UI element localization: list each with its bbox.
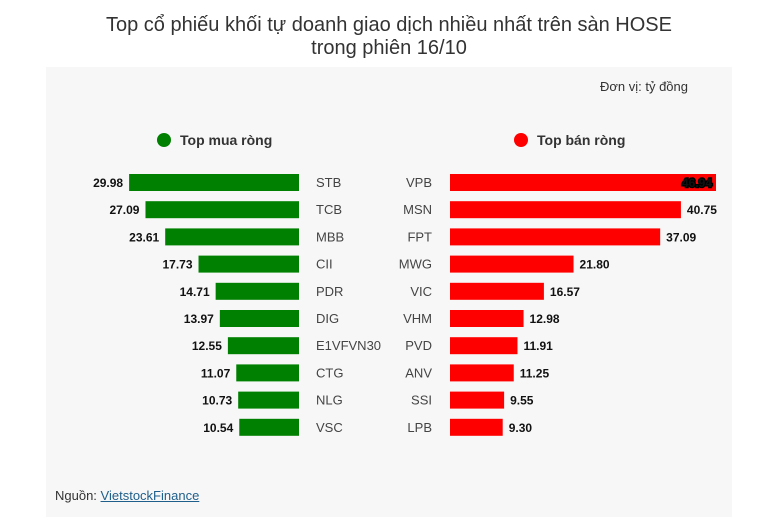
unit-label: Đơn vị: tỷ đồng (599, 79, 688, 94)
title-line-2: trong phiên 16/10 (311, 37, 467, 59)
sell-category-label: VHM (403, 311, 432, 326)
sell-bar-LPB (450, 418, 503, 436)
buy-value-label: 13.97 (184, 312, 214, 326)
sell-value-label: 46.94 (682, 176, 712, 190)
legend-sell-label: Top bán ròng (537, 132, 626, 148)
legend-sell: Top bán ròng (514, 132, 625, 148)
sell-category-label: SSI (411, 393, 432, 408)
buy-value-label: 14.71 (180, 285, 210, 299)
buy-category-label: STB (316, 175, 341, 190)
sell-value-label: 9.30 (509, 421, 533, 435)
sell-category-label: FPT (407, 229, 432, 244)
sell-bar-SSI (450, 391, 505, 409)
sell-category-label: PVD (405, 338, 432, 353)
sell-bar-MWG (450, 255, 574, 273)
buy-bar-VSC (239, 418, 299, 436)
buy-bar-CII (198, 255, 299, 273)
source-note: Nguồn: VietstockFinance (55, 488, 199, 503)
sell-bar-PVD (450, 337, 518, 355)
sell-category-label: VPB (406, 175, 432, 190)
sell-category-label: ANV (405, 365, 432, 380)
title-line-1: Top cổ phiếu khối tự doanh giao dịch nhi… (106, 14, 672, 36)
sell-value-label: 11.25 (520, 366, 550, 380)
buy-category-label: NLG (316, 393, 343, 408)
buy-category-label: MBB (316, 229, 344, 244)
buy-category-label: TCB (316, 202, 342, 217)
buy-value-label: 12.55 (192, 339, 222, 353)
chart-panel: Đơn vị: tỷ đồng Top mua ròng Top bán ròn… (46, 67, 732, 517)
sell-value-label: 37.09 (666, 230, 696, 244)
buy-value-label: 29.98 (93, 176, 123, 190)
buy-bar-TCB (145, 201, 299, 219)
sell-value-label: 9.55 (510, 394, 534, 408)
sell-bar-VPB (450, 174, 716, 191)
buy-bar-STB (129, 174, 299, 191)
sell-value-label: 12.98 (530, 312, 560, 326)
sell-value-label: 11.91 (523, 339, 553, 353)
buy-category-label: CII (316, 257, 333, 272)
sell-category-label: LPB (407, 420, 432, 435)
buy-category-label: E1VFVN30 (316, 338, 381, 353)
sell-bar-FPT (450, 228, 661, 246)
legend-sell-dot-icon (514, 133, 528, 147)
buy-value-label: 27.09 (109, 203, 139, 217)
buy-category-label: DIG (316, 311, 339, 326)
buy-category-label: CTG (316, 365, 343, 380)
buy-bar-PDR (215, 282, 299, 300)
buy-value-label: 10.54 (203, 421, 233, 435)
buy-bar-DIG (219, 310, 299, 327)
legend-buy: Top mua ròng (157, 132, 272, 148)
buy-value-label: 10.73 (202, 394, 232, 408)
source-prefix: Nguồn: (55, 488, 97, 503)
legend-buy-dot-icon (157, 133, 171, 147)
sell-bar-MSN (450, 201, 681, 219)
buy-bar-CTG (236, 364, 299, 382)
buy-category-label: PDR (316, 284, 343, 299)
buy-value-label: 23.61 (129, 230, 159, 244)
buy-bar-NLG (238, 391, 299, 409)
sell-value-label: 21.80 (580, 258, 610, 272)
sell-bar-VHM (450, 310, 524, 327)
sell-category-label: VIC (410, 284, 432, 299)
sell-category-label: MSN (403, 202, 432, 217)
buy-category-label: VSC (316, 420, 343, 435)
sell-bar-VIC (450, 282, 544, 300)
chart-title: Top cổ phiếu khối tự doanh giao dịch nhi… (0, 14, 778, 60)
sell-category-label: MWG (399, 257, 432, 272)
buy-value-label: 17.73 (162, 258, 192, 272)
buy-value-label: 11.07 (201, 366, 231, 380)
buy-bar-E1VFVN30 (227, 337, 299, 355)
sell-bar-ANV (450, 364, 514, 382)
sell-value-label: 16.57 (550, 285, 580, 299)
legend-buy-label: Top mua ròng (180, 132, 273, 148)
source-link[interactable]: VietstockFinance (100, 488, 200, 503)
sell-value-label: 40.75 (687, 203, 717, 217)
buy-bar-MBB (165, 228, 299, 246)
